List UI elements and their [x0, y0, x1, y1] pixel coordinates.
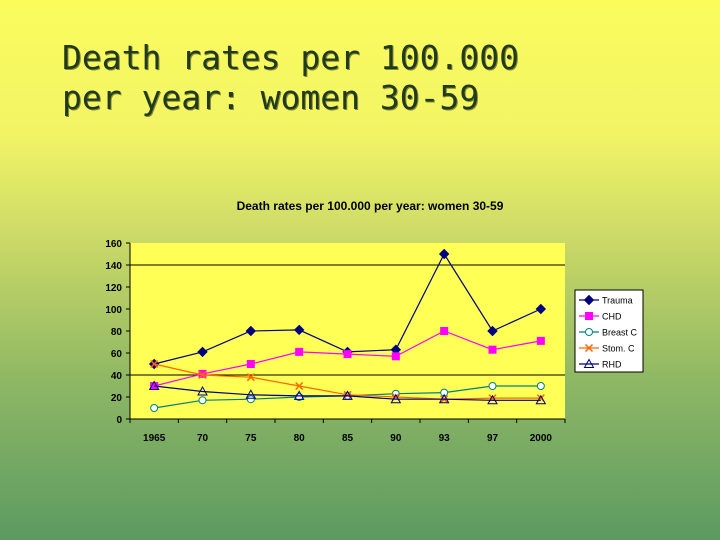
data-point-trauma [197, 346, 208, 358]
data-point-breast-c [198, 396, 207, 405]
legend-label-chd: CHD [602, 312, 622, 322]
data-point-chd [391, 352, 400, 361]
data-point-stom-c [343, 390, 352, 399]
data-point-trauma [245, 325, 257, 337]
data-point-chd [343, 350, 352, 359]
data-point-chd [295, 347, 304, 356]
data-point-chd [440, 327, 449, 335]
legend-label-rhd: RHD [602, 360, 622, 370]
chart-panel: Death rates per 100.000 per year: women … [85, 190, 645, 452]
data-point-chd [246, 360, 255, 368]
data-point-rhd [293, 390, 305, 400]
data-point-stom-c [198, 370, 207, 380]
y-tick-label: 20 [111, 393, 123, 404]
chart-title: Death rates per 100.000 per year: women … [237, 199, 504, 213]
y-tick-label: 40 [111, 371, 123, 382]
x-tick-label: 70 [197, 433, 209, 444]
legend-label-breast-c: Breast C [602, 328, 638, 338]
y-tick-label: 140 [105, 261, 122, 272]
legend-label-trauma: Trauma [602, 296, 633, 306]
legend-marker-stom-c [584, 343, 594, 353]
data-point-trauma [293, 324, 305, 336]
x-tick-label: 2000 [530, 433, 553, 444]
data-point-breast-c [246, 395, 255, 404]
x-tick-label: 97 [487, 433, 499, 444]
x-tick-label: 85 [342, 433, 354, 444]
data-point-breast-c [150, 404, 159, 412]
legend-marker-chd [585, 312, 593, 320]
slide-title: Death rates per 100.000 per year: women … [62, 38, 519, 117]
x-tick-label: 75 [245, 433, 257, 444]
legend-marker-breast-c [585, 328, 593, 336]
series-line-rhd [154, 385, 541, 401]
legend-marker-rhd [583, 358, 595, 368]
data-point-stom-c [150, 359, 159, 369]
data-point-rhd [438, 393, 450, 404]
data-point-trauma [438, 248, 450, 260]
data-point-rhd [245, 389, 257, 399]
x-tick-label: 1965 [143, 433, 166, 444]
data-point-stom-c [246, 373, 255, 382]
x-tick-label: 93 [439, 433, 451, 444]
x-tick-label: 80 [294, 433, 306, 444]
data-point-breast-c [488, 382, 497, 390]
data-point-trauma [487, 325, 498, 337]
data-point-chd [536, 336, 545, 345]
y-tick-label: 160 [105, 239, 122, 250]
legend-label-stom-c: Stom. C [602, 344, 635, 354]
data-point-chd [488, 345, 497, 354]
data-point-rhd [342, 390, 353, 400]
y-tick-label: 80 [111, 327, 123, 338]
data-point-rhd [197, 385, 208, 396]
data-point-rhd [148, 380, 160, 390]
data-point-breast-c [440, 388, 449, 397]
data-point-trauma [535, 303, 547, 315]
y-tick-label: 60 [111, 349, 123, 360]
data-point-rhd [390, 393, 402, 404]
data-point-breast-c [536, 382, 545, 390]
data-point-rhd [487, 394, 498, 405]
line-chart: Death rates per 100.000 per year: women … [105, 199, 644, 444]
legend-marker-trauma [583, 294, 595, 306]
data-point-stom-c [295, 381, 304, 391]
data-point-rhd [535, 394, 547, 405]
y-tick-label: 100 [105, 305, 122, 316]
y-tick-label: 120 [105, 283, 122, 294]
x-tick-label: 90 [390, 433, 402, 444]
y-tick-label: 0 [116, 415, 122, 426]
